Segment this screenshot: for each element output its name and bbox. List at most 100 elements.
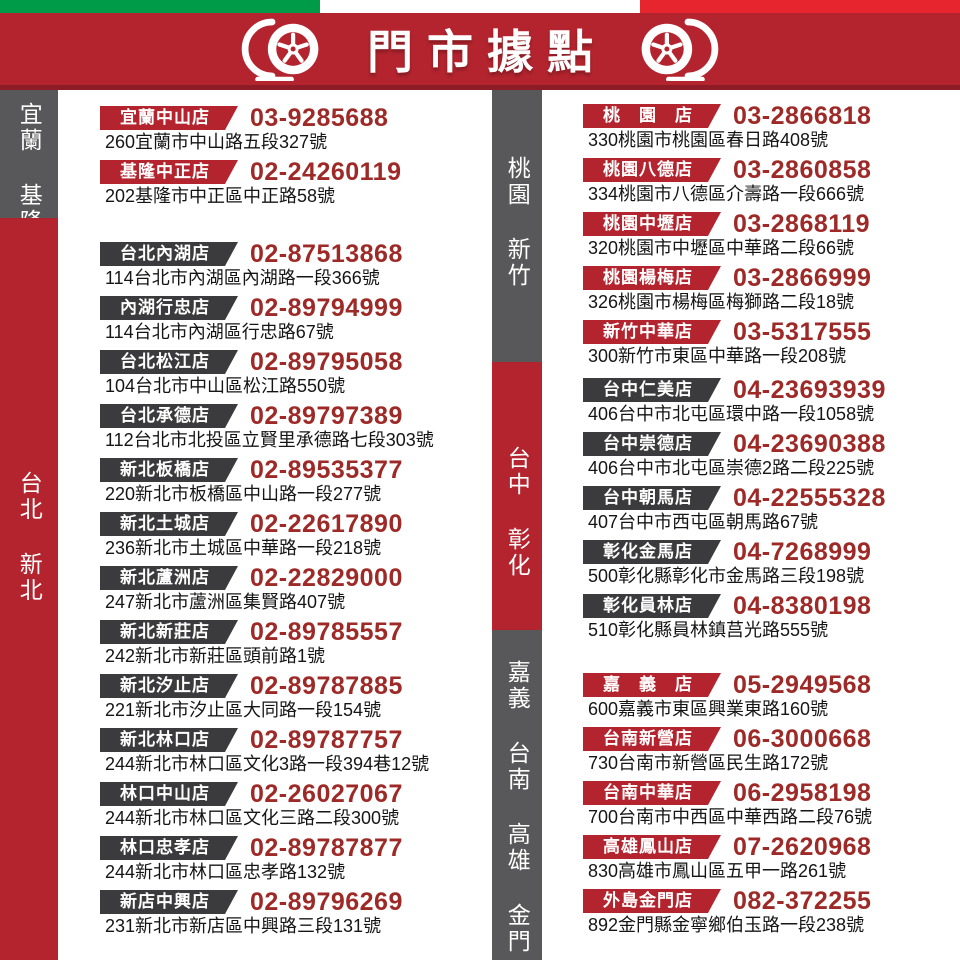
store-entry-header: 台中崇德店 04-23690388 <box>583 430 955 458</box>
store-entry: 台中仁美店 04-23693939 406台中市北屯區環中路一段1058號 <box>583 376 955 424</box>
store-entry: 新北新莊店 02-89785557 242新北市新莊區頭前路1號 <box>100 617 492 666</box>
store-address: 244新北市林口區忠孝路132號 <box>105 862 346 882</box>
store-phone: 02-89535377 <box>250 455 403 484</box>
store-entry-header: 新北蘆洲店 02-22829000 <box>100 563 492 592</box>
store-name-badge: 林口忠孝店 <box>100 836 238 860</box>
store-name-badge: 彰化員林店 <box>583 594 721 618</box>
store-name-badge: 新店中興店 <box>100 890 238 914</box>
store-address: 244新北市林口區文化3路一段394巷12號 <box>105 754 430 774</box>
store-address: 334桃園市八德區介壽路一段666號 <box>588 184 865 204</box>
store-entry: 桃園八德店 03-2860858 334桃園市八德區介壽路一段666號 <box>583 155 955 204</box>
store-phone: 02-89796269 <box>250 887 403 916</box>
store-phone: 03-2866818 <box>733 101 872 130</box>
store-address: 220新北市板橋區中山路一段277號 <box>105 484 382 504</box>
store-entry-header: 桃園中壢店 03-2868119 <box>583 209 955 238</box>
store-entry: 台北內湖店 02-87513868 114台北市內湖區內湖路一段366號 <box>100 240 492 288</box>
store-phone: 06-3000668 <box>733 724 872 753</box>
store-address: 407台中市西屯區朝馬路67號 <box>588 512 819 532</box>
store-entry: 彰化金馬店 04-7268999 500彰化縣彰化市金馬路三段198號 <box>583 538 955 586</box>
store-phone: 03-2860858 <box>733 155 872 184</box>
store-entry-header: 新北土城店 02-22617890 <box>100 509 492 538</box>
store-name-badge: 台南中華店 <box>583 781 721 805</box>
store-group-chiayi-tainan-kaohsiung-kinmen: 嘉 義 店 05-2949568 600嘉義市東區興業東路160號 台南新營店 … <box>583 671 955 943</box>
store-name-badge: 新北土城店 <box>100 512 238 536</box>
store-group-taichung-changhua: 台中仁美店 04-23693939 406台中市北屯區環中路一段1058號 台中… <box>583 376 955 648</box>
store-address: 244新北市林口區文化三路二段300號 <box>105 808 400 828</box>
region-bar-taipei-newtaipei: 台北 新北 <box>0 218 58 960</box>
store-group-taipei-newtaipei: 台北內湖店 02-87513868 114台北市內湖區內湖路一段366號 內湖行… <box>100 240 492 944</box>
store-entry-header: 基隆中正店 02-24260119 <box>100 157 492 186</box>
header-banner: 門市據點 <box>0 13 960 90</box>
region-label: 宜蘭 基隆 <box>16 102 43 235</box>
store-entry: 新北汐止店 02-89787885 221新北市汐止區大同路一段154號 <box>100 671 492 720</box>
store-name-badge: 桃園八德店 <box>583 158 721 182</box>
store-phone: 02-26027067 <box>250 779 403 808</box>
store-address: 730台南市新營區民生路172號 <box>588 753 829 773</box>
store-phone: 07-2620968 <box>733 832 872 861</box>
store-entry-header: 台中朝馬店 04-22555328 <box>583 484 955 512</box>
store-phone: 03-2868119 <box>733 209 871 238</box>
store-address: 104台北市中山區松江路550號 <box>105 376 346 396</box>
store-name-badge: 桃 園 店 <box>583 104 721 128</box>
store-entry-header: 新北林口店 02-89787757 <box>100 726 492 754</box>
region-label: 嘉義 台南 高雄 金門 <box>504 660 531 955</box>
store-entry-header: 新北新莊店 02-89785557 <box>100 617 492 646</box>
store-name-badge: 高雄鳳山店 <box>583 835 721 859</box>
store-name-badge: 新竹中華店 <box>583 320 721 344</box>
store-address: 830高雄市鳳山區五甲一路261號 <box>588 861 847 881</box>
tire-wheel-icon <box>641 18 719 81</box>
flag-green-segment <box>0 0 320 13</box>
store-entry: 台南中華店 06-2958198 700台南市中西區中華西路二段76號 <box>583 779 955 827</box>
store-entry-header: 台中仁美店 04-23693939 <box>583 376 955 404</box>
store-address: 231新北市新店區中興路三段131號 <box>105 916 382 936</box>
store-entry: 新竹中華店 03-5317555 300新竹市東區中華路一段208號 <box>583 318 955 366</box>
store-phone: 02-24260119 <box>250 157 402 186</box>
store-phone: 02-89794999 <box>250 293 403 322</box>
region-label: 桃園 新竹 <box>504 156 531 289</box>
store-name-badge: 基隆中正店 <box>100 160 238 184</box>
store-address: 510彰化縣員林鎮莒光路555號 <box>588 620 829 640</box>
store-phone: 02-89787877 <box>250 833 403 862</box>
store-phone: 04-8380198 <box>733 591 872 620</box>
store-phone: 02-22617890 <box>250 509 403 538</box>
region-bar-chiayi-tainan-kaohsiung-kinmen: 嘉義 台南 高雄 金門 <box>492 630 542 960</box>
flag-white-segment <box>320 0 640 13</box>
store-entry-header: 桃 園 店 03-2866818 <box>583 101 955 130</box>
store-name-badge: 桃園中壢店 <box>583 212 721 236</box>
store-address: 300新竹市東區中華路一段208號 <box>588 346 847 366</box>
store-entry: 新北土城店 02-22617890 236新北市土城區中華路一段218號 <box>100 509 492 558</box>
store-entry-header: 台北松江店 02-89795058 <box>100 348 492 376</box>
store-entry: 新店中興店 02-89796269 231新北市新店區中興路三段131號 <box>100 887 492 936</box>
store-phone: 02-22829000 <box>250 563 403 592</box>
store-entry-header: 高雄鳳山店 07-2620968 <box>583 832 955 861</box>
store-entry: 新北蘆洲店 02-22829000 247新北市蘆洲區集賢路407號 <box>100 563 492 612</box>
store-address: 242新北市新莊區頭前路1號 <box>105 646 326 666</box>
store-name-badge: 桃園楊梅店 <box>583 266 721 290</box>
store-address: 500彰化縣彰化市金馬路三段198號 <box>588 566 865 586</box>
store-entry: 台北承德店 02-89797389 112台北市北投區立賢里承德路七段303號 <box>100 402 492 450</box>
store-address: 892金門縣金寧鄉伯玉路一段238號 <box>588 915 865 935</box>
store-address: 114台北市內湖區內湖路一段366號 <box>105 268 380 288</box>
flag-red-segment <box>640 0 960 13</box>
store-name-badge: 嘉 義 店 <box>583 673 721 697</box>
store-name-badge: 台中仁美店 <box>583 378 721 402</box>
store-name-badge: 內湖行忠店 <box>100 296 238 320</box>
store-name-badge: 新北汐止店 <box>100 674 238 698</box>
store-entry-header: 外島金門店 082-372255 <box>583 887 955 915</box>
store-name-badge: 台中崇德店 <box>583 432 721 456</box>
store-phone: 02-89785557 <box>250 617 403 646</box>
store-name-badge: 台南新營店 <box>583 727 721 751</box>
store-entry: 高雄鳳山店 07-2620968 830高雄市鳳山區五甲一路261號 <box>583 832 955 881</box>
store-phone: 02-89787885 <box>250 671 403 700</box>
store-name-badge: 新北蘆洲店 <box>100 566 238 590</box>
store-entry: 台中朝馬店 04-22555328 407台中市西屯區朝馬路67號 <box>583 484 955 532</box>
region-bar-yilan-keelung: 宜蘭 基隆 <box>0 90 58 235</box>
store-entry: 新北板橋店 02-89535377 220新北市板橋區中山路一段277號 <box>100 455 492 504</box>
store-phone: 03-2866999 <box>733 263 872 292</box>
store-address: 112台北市北投區立賢里承德路七段303號 <box>105 430 434 450</box>
store-column-right: 桃 園 店 03-2866818 330桃園市桃園區春日路408號 桃園八德店 … <box>583 101 955 943</box>
store-address: 114台北市內湖區行忠路67號 <box>105 322 334 342</box>
store-entry-header: 新北汐止店 02-89787885 <box>100 671 492 700</box>
region-label: 台中 彰化 <box>504 446 531 579</box>
store-address: 406台中市北屯區環中路一段1058號 <box>588 404 875 424</box>
